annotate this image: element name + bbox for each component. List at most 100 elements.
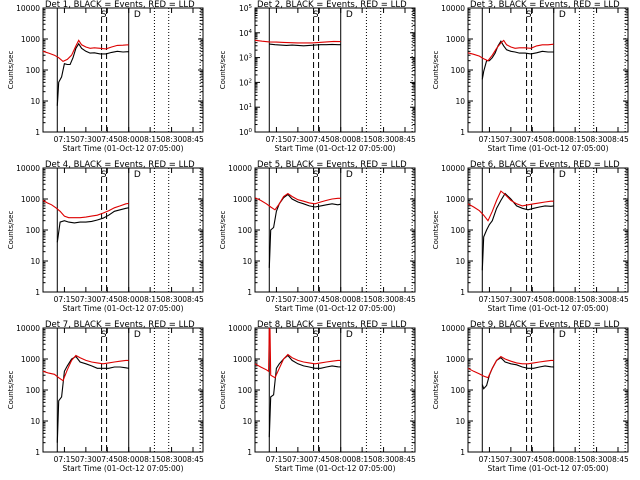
- y-tick-label: 10000: [441, 164, 465, 173]
- flag-d-label: D: [346, 170, 353, 180]
- x-tick-label: 07:30: [75, 295, 97, 304]
- y-tick-label: 10000: [228, 164, 252, 173]
- y-tick-label: 103: [239, 54, 253, 63]
- y-tick-label: 10000: [228, 324, 252, 333]
- flag-s-label: S: [526, 10, 532, 20]
- x-tick-label: 07:15: [266, 295, 288, 304]
- x-tick-label: 08:30: [161, 135, 183, 144]
- y-tick-label: 10: [242, 417, 252, 426]
- x-tick-label: 08:00: [118, 295, 140, 304]
- x-tick-label: 07:15: [479, 295, 501, 304]
- x-tick-label: 08:45: [394, 135, 416, 144]
- x-tick-label: 08:45: [607, 455, 629, 464]
- y-tick-label: 10000: [16, 324, 40, 333]
- lld-series-line: [42, 39, 129, 63]
- flag-s-label: S: [101, 10, 107, 20]
- flag-d-label: D: [559, 330, 566, 340]
- flag-d-label: D: [134, 330, 141, 340]
- x-tick-label: 08:00: [118, 135, 140, 144]
- y-axis-label: Counts/sec: [7, 51, 15, 90]
- flag-s-label: S: [526, 330, 532, 340]
- flag-d-label: D: [346, 10, 353, 20]
- flag-d-label: D: [559, 10, 566, 20]
- events-series-line: [481, 192, 554, 271]
- x-tick-label: 07:30: [75, 455, 97, 464]
- y-tick-label: 10: [455, 417, 465, 426]
- x-tick-label: 08:30: [586, 295, 608, 304]
- y-tick-label: 10000: [16, 164, 40, 173]
- y-tick-label: 1000: [233, 195, 252, 204]
- x-tick-label: 07:15: [54, 135, 76, 144]
- panel-title: Det 5, BLACK = Events, RED = LLD: [257, 160, 407, 170]
- y-axis-label: Counts/sec: [7, 371, 15, 410]
- x-axis-label: Start Time (01-Oct-12 07:05:00): [487, 144, 608, 153]
- x-axis-label: Start Time (01-Oct-12 07:05:00): [274, 464, 395, 473]
- y-tick-label: 10: [242, 257, 252, 266]
- panel-title: Det 1, BLACK = Events, RED = LLD: [45, 0, 195, 10]
- y-tick-label: 100: [238, 386, 253, 395]
- x-tick-label: 07:15: [266, 135, 288, 144]
- x-tick-label: 08:30: [586, 135, 608, 144]
- panel-title: Det 9, BLACK = Events, RED = LLD: [470, 320, 620, 330]
- events-series-line: [56, 42, 129, 106]
- x-tick-label: 07:15: [54, 295, 76, 304]
- x-axis-label: Start Time (01-Oct-12 07:05:00): [62, 464, 183, 473]
- x-tick-label: 08:15: [139, 135, 161, 144]
- x-tick-label: 08:00: [543, 455, 565, 464]
- flag-d-label: D: [134, 170, 141, 180]
- y-tick-label: 10: [455, 257, 465, 266]
- plot-frame: [467, 167, 629, 293]
- y-tick-label: 1000: [446, 355, 465, 364]
- x-tick-label: 08:30: [373, 455, 395, 464]
- y-tick-label: 100: [451, 386, 466, 395]
- flag-d-label: D: [134, 10, 141, 20]
- lld-series-line: [254, 39, 341, 44]
- y-tick-label: 100: [26, 226, 41, 235]
- y-tick-label: 1: [460, 448, 465, 457]
- y-tick-label: 100: [238, 226, 253, 235]
- x-tick-label: 08:45: [182, 135, 204, 144]
- x-tick-label: 08:15: [139, 295, 161, 304]
- lld-series-line: [42, 354, 129, 382]
- y-tick-label: 104: [239, 29, 253, 38]
- x-tick-label: 07:45: [96, 455, 118, 464]
- y-axis-label: Counts/sec: [219, 51, 227, 90]
- events-series-line: [56, 207, 129, 243]
- y-axis-label: Counts/sec: [432, 371, 440, 410]
- x-tick-label: 07:45: [308, 295, 330, 304]
- flag-d-label: D: [346, 330, 353, 340]
- y-tick-label: 1: [247, 448, 252, 457]
- flag-s-label: S: [101, 170, 107, 180]
- lld-series-line: [42, 199, 129, 219]
- plot-frame: [254, 167, 416, 293]
- x-tick-label: 07:45: [96, 295, 118, 304]
- events-series-line: [268, 193, 341, 268]
- x-tick-label: 08:45: [182, 295, 204, 304]
- x-tick-label: 07:45: [521, 135, 543, 144]
- flag-s-label: S: [101, 330, 107, 340]
- y-tick-label: 10: [30, 97, 40, 106]
- y-tick-label: 1: [35, 448, 40, 457]
- y-tick-label: 10000: [441, 4, 465, 13]
- flag-s-label: S: [313, 10, 319, 20]
- x-axis-label: Start Time (01-Oct-12 07:05:00): [62, 304, 183, 313]
- x-tick-label: 07:15: [54, 455, 76, 464]
- y-tick-label: 1: [35, 288, 40, 297]
- x-tick-label: 08:30: [373, 135, 395, 144]
- x-tick-label: 08:00: [118, 455, 140, 464]
- y-tick-label: 105: [239, 4, 253, 13]
- events-series-line: [481, 356, 554, 390]
- x-tick-label: 07:15: [266, 455, 288, 464]
- panel-title: Det 3, BLACK = Events, RED = LLD: [470, 0, 620, 10]
- x-axis-label: Start Time (01-Oct-12 07:05:00): [274, 144, 395, 153]
- x-tick-label: 08:30: [373, 295, 395, 304]
- panel-title: Det 2, BLACK = Events, RED = LLD: [257, 0, 407, 10]
- x-tick-label: 08:45: [607, 295, 629, 304]
- x-axis-label: Start Time (01-Oct-12 07:05:00): [274, 304, 395, 313]
- x-tick-label: 08:15: [139, 455, 161, 464]
